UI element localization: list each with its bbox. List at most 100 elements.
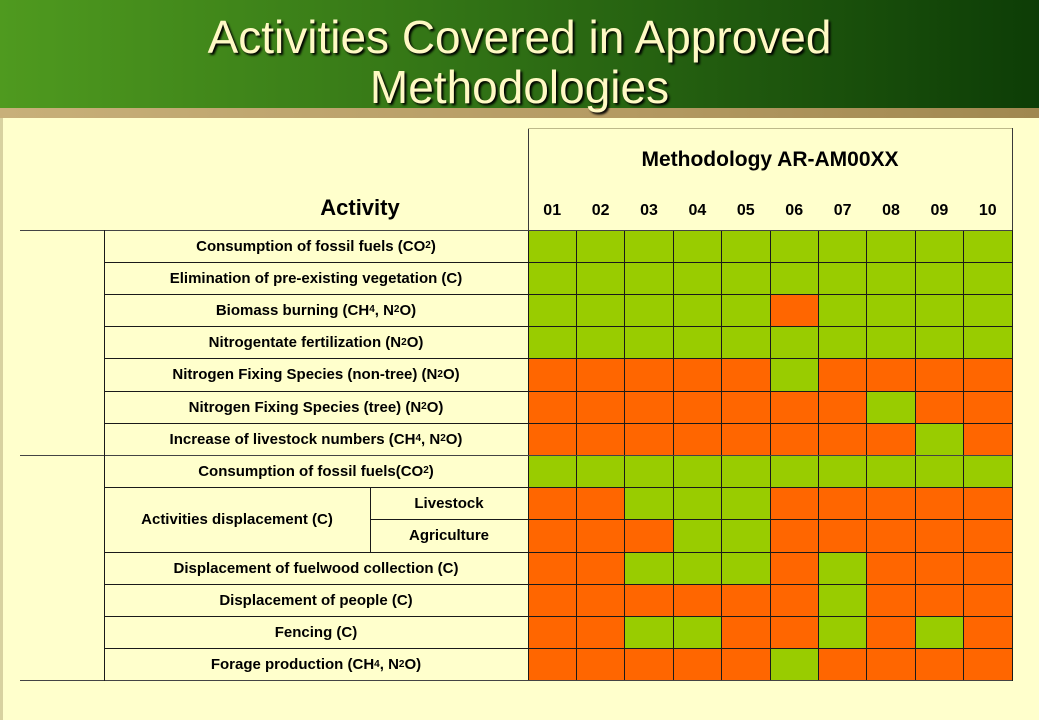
status-cell — [818, 487, 867, 520]
header-vline — [576, 128, 577, 230]
status-cell — [963, 519, 1012, 552]
header-top-border — [528, 128, 1012, 129]
column-header-08: 08 — [882, 202, 900, 219]
status-cell — [673, 552, 722, 585]
status-cell — [866, 391, 916, 424]
row-group-label: Activities displacement (C) — [141, 511, 333, 529]
status-cell — [915, 358, 964, 391]
status-cell — [866, 616, 916, 649]
status-cell — [721, 648, 770, 681]
grid-hline — [104, 261, 1012, 263]
status-cell — [576, 552, 625, 585]
status-cell — [915, 230, 964, 263]
status-cell — [624, 648, 674, 681]
status-cell — [673, 294, 722, 327]
grid-hline — [104, 390, 1012, 392]
status-cell — [770, 326, 819, 359]
label-column-border — [104, 230, 105, 681]
grid-hline — [20, 454, 1012, 456]
status-cell — [915, 455, 964, 488]
header-vline — [915, 128, 916, 230]
status-cell — [528, 423, 577, 456]
status-cell — [528, 455, 577, 488]
status-cell — [576, 584, 625, 617]
status-cell — [770, 262, 819, 295]
status-cell — [915, 423, 964, 456]
status-cell — [866, 294, 916, 327]
grid-hline — [104, 326, 1012, 328]
status-cell — [915, 391, 964, 424]
status-cell — [624, 552, 674, 585]
row-label: Fencing (C) — [274, 623, 358, 641]
status-cell — [721, 294, 770, 327]
status-cell — [721, 230, 770, 263]
status-cell — [721, 262, 770, 295]
column-header-09: 09 — [930, 202, 949, 219]
status-cell — [576, 391, 625, 424]
status-cell — [528, 584, 577, 617]
status-cell — [818, 326, 867, 359]
column-header-03: 03 — [640, 202, 658, 219]
grid-hline — [104, 358, 1012, 360]
status-cell — [528, 358, 577, 391]
title-underline — [0, 108, 1039, 118]
status-cell — [721, 423, 770, 456]
grid-vline — [1011, 230, 1013, 681]
grid-hline — [104, 422, 1012, 424]
header-vline — [624, 128, 625, 230]
activity-header: Activity — [320, 195, 400, 220]
status-cell — [963, 455, 1012, 488]
status-cell — [576, 294, 625, 327]
status-cell — [673, 584, 722, 617]
status-cell — [624, 326, 674, 359]
grid-hline — [20, 680, 1012, 682]
status-cell — [866, 455, 916, 488]
status-cell — [866, 230, 916, 263]
status-cell — [770, 230, 819, 263]
status-cell — [673, 391, 722, 424]
header-vline — [770, 128, 771, 230]
status-cell — [915, 552, 964, 585]
status-cell — [673, 230, 722, 263]
status-cell — [770, 455, 819, 488]
column-header-04: 04 — [688, 202, 707, 219]
status-cell — [576, 326, 625, 359]
row-label: Consumption of fossil fuels (CO 2) — [196, 237, 436, 255]
status-cell — [770, 648, 819, 681]
status-cell — [866, 648, 916, 681]
status-cell — [818, 519, 867, 552]
status-cell — [963, 294, 1012, 327]
grid-hline — [20, 229, 1012, 231]
status-cell — [576, 519, 625, 552]
status-cell — [576, 487, 625, 520]
row-label: Nitrogentate fertilization (N 2 O) — [208, 334, 424, 352]
status-cell — [866, 326, 916, 359]
status-cell — [963, 552, 1012, 585]
status-cell — [576, 262, 625, 295]
status-cell — [624, 584, 674, 617]
status-cell — [963, 423, 1012, 456]
row-label: Consumption of fossil fuels(CO 2) — [198, 462, 434, 480]
row-label: Nitrogen Fixing Species (tree) (N 2 O) — [188, 398, 444, 416]
status-cell — [576, 616, 625, 649]
status-cell — [818, 294, 867, 327]
header-vline — [721, 128, 722, 230]
grid-hline — [370, 519, 1012, 521]
status-cell — [673, 455, 722, 488]
status-cell — [528, 552, 577, 585]
status-cell — [721, 519, 770, 552]
status-cell — [624, 455, 674, 488]
grid-hline — [104, 648, 1012, 650]
grid-hline — [104, 487, 1012, 489]
status-cell — [721, 616, 770, 649]
status-cell — [963, 616, 1012, 649]
row-label: Displacement of people (C) — [219, 591, 413, 609]
status-cell — [576, 230, 625, 263]
row-label: Elimination of pre-existing vegetation (… — [169, 269, 463, 287]
status-cell — [624, 294, 674, 327]
status-cell — [770, 552, 819, 585]
column-header-10: 10 — [978, 202, 997, 219]
status-cell — [770, 423, 819, 456]
status-cell — [818, 616, 867, 649]
status-cell — [818, 358, 867, 391]
